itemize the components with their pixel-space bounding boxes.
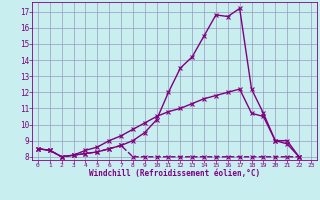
X-axis label: Windchill (Refroidissement éolien,°C): Windchill (Refroidissement éolien,°C): [89, 169, 260, 178]
